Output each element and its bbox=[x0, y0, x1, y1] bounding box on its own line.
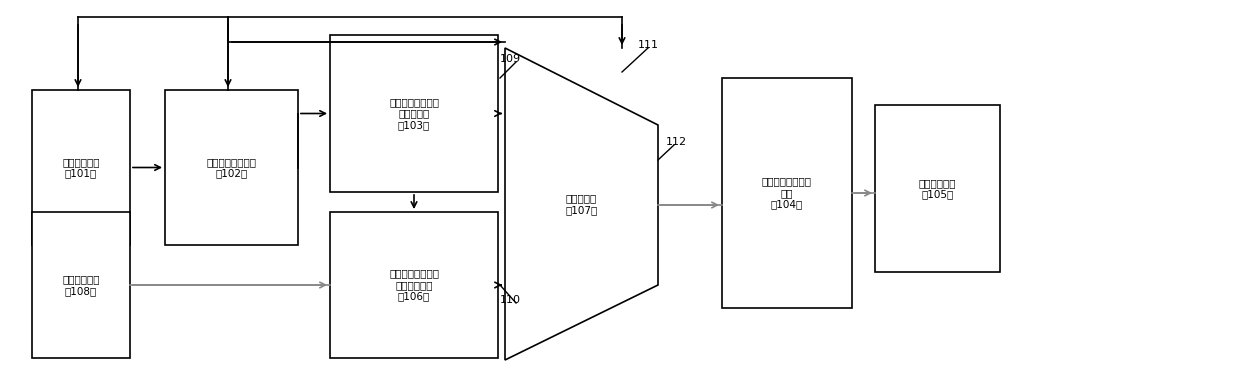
Text: 112: 112 bbox=[666, 137, 687, 147]
Polygon shape bbox=[505, 48, 658, 360]
Bar bbox=[32, 212, 130, 358]
Bar bbox=[165, 90, 298, 245]
Text: 配置逻辑模块
（105）: 配置逻辑模块 （105） bbox=[919, 178, 956, 199]
Text: 多路选择器
（107）: 多路选择器 （107） bbox=[565, 193, 598, 215]
Text: 111: 111 bbox=[639, 40, 658, 50]
Text: 上电检查模块
（108）: 上电检查模块 （108） bbox=[62, 274, 99, 296]
Bar bbox=[330, 35, 498, 192]
Bar bbox=[875, 105, 999, 272]
Bar bbox=[330, 212, 498, 358]
Text: 闪存读取控制逻辑
模块
（104）: 闪存读取控制逻辑 模块 （104） bbox=[763, 176, 812, 210]
Text: 上电时配置码流配
置寄存器模块
（106）: 上电时配置码流配 置寄存器模块 （106） bbox=[389, 269, 439, 301]
Bar bbox=[32, 90, 130, 245]
Text: 110: 110 bbox=[500, 295, 521, 305]
Text: 多路配置码流配置
寄存器模块
（103）: 多路配置码流配置 寄存器模块 （103） bbox=[389, 97, 439, 130]
Text: 重配选择逻辑模块
（102）: 重配选择逻辑模块 （102） bbox=[207, 157, 257, 178]
Text: 用户逻辑模块
（101）: 用户逻辑模块 （101） bbox=[62, 157, 99, 178]
Bar bbox=[722, 78, 852, 308]
Text: 109: 109 bbox=[500, 54, 521, 64]
